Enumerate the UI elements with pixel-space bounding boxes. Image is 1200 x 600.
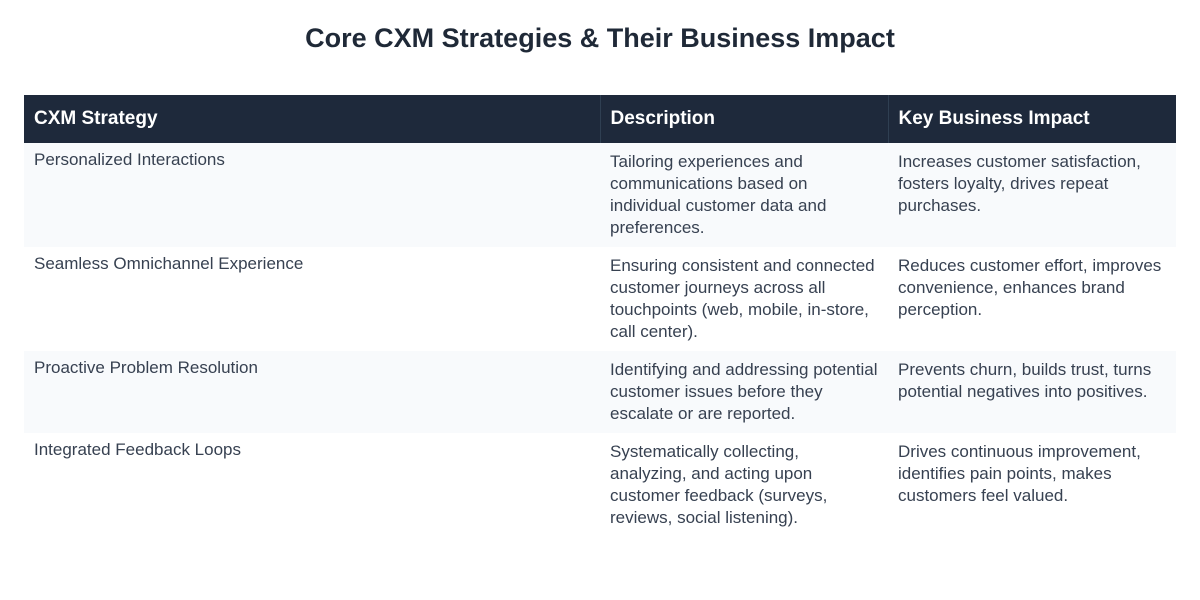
table-row: Personalized Interactions Tailoring expe…: [24, 143, 1176, 247]
column-header-strategy: CXM Strategy: [24, 95, 600, 143]
impact-cell: Reduces customer effort, improves conven…: [898, 256, 1162, 319]
column-header-description: Description: [599, 95, 888, 143]
impact-cell: Increases customer satisfaction, fosters…: [898, 152, 1141, 215]
table-row: Seamless Omnichannel Experience Ensuring…: [24, 247, 1176, 351]
table-row: Integrated Feedback Loops Systematically…: [24, 433, 1176, 533]
column-header-impact: Key Business Impact: [887, 95, 1176, 143]
strategy-cell: Personalized Interactions: [34, 150, 225, 169]
table-row: Proactive Problem Resolution Identifying…: [24, 351, 1176, 433]
impact-cell: Prevents churn, builds trust, turns pote…: [898, 360, 1152, 401]
table-header: CXM Strategy Description Key Business Im…: [24, 95, 1176, 143]
table-header-row: CXM Strategy Description Key Business Im…: [24, 95, 1176, 143]
table-body: Personalized Interactions Tailoring expe…: [24, 143, 1176, 533]
description-cell: Systematically collecting, analyzing, an…: [610, 442, 828, 527]
page-title: Core CXM Strategies & Their Business Imp…: [305, 23, 895, 53]
description-cell: Ensuring consistent and connected custom…: [610, 256, 875, 341]
strategy-cell: Proactive Problem Resolution: [34, 358, 258, 377]
strategy-cell: Integrated Feedback Loops: [34, 440, 241, 459]
description-cell: Identifying and addressing potential cus…: [610, 360, 878, 423]
description-cell: Tailoring experiences and communications…: [610, 152, 827, 237]
strategy-cell: Seamless Omnichannel Experience: [34, 254, 304, 273]
impact-cell: Drives continuous improvement, identifie…: [898, 442, 1141, 505]
strategies-table: CXM Strategy Description Key Business Im…: [24, 95, 1176, 533]
